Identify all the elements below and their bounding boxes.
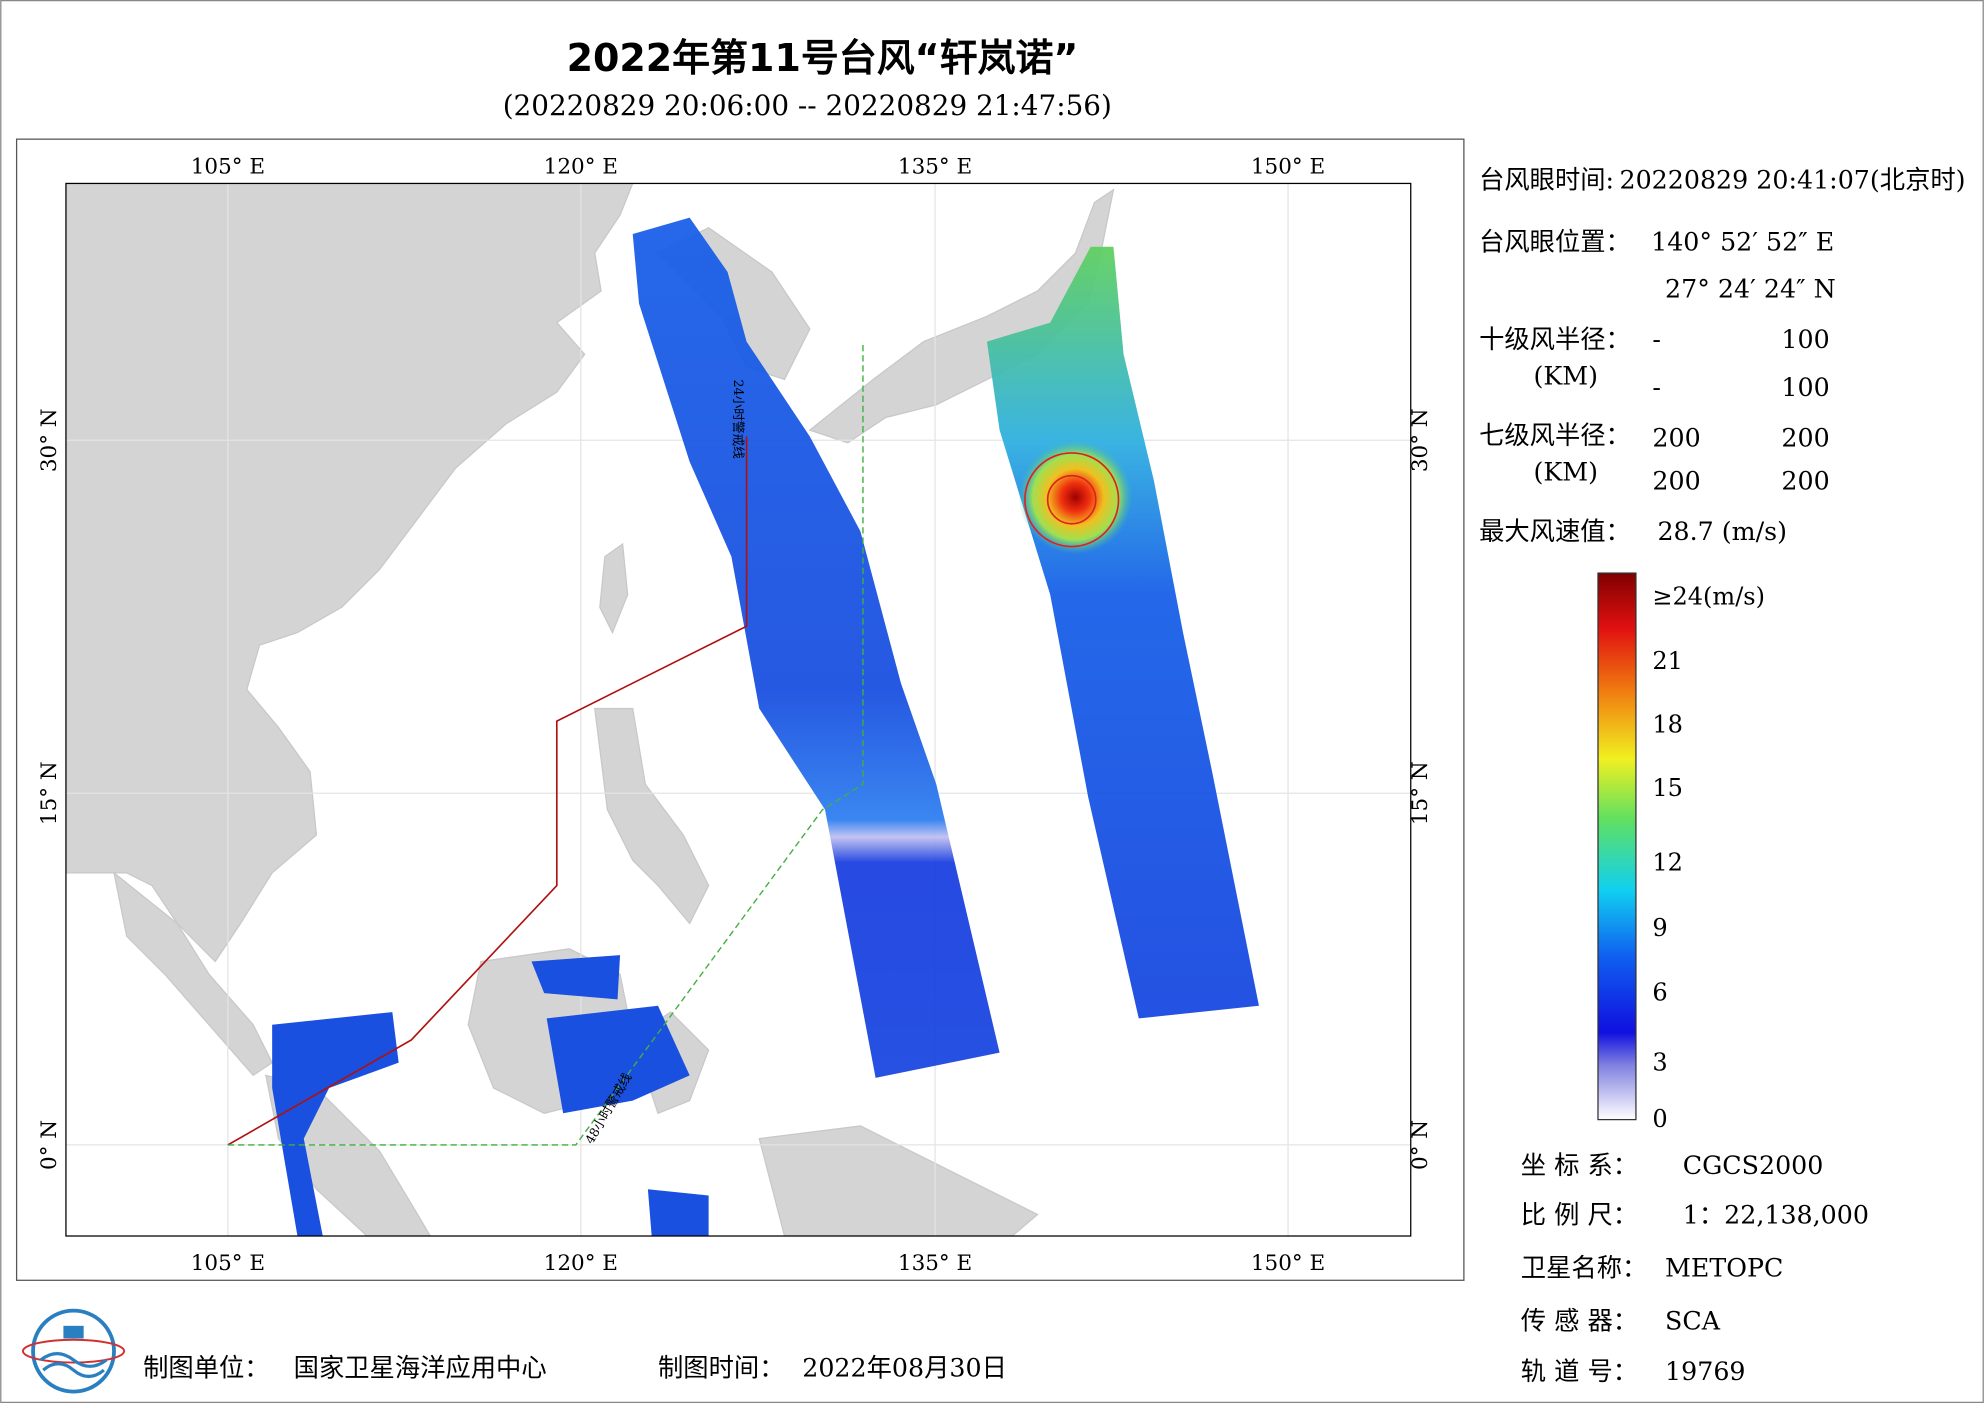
map: 24小时警戒线 48小时警戒线 xyxy=(65,183,1411,1237)
colorbar-label: 3 xyxy=(1652,1048,1667,1076)
colorbar-label: 6 xyxy=(1652,979,1667,1007)
info-value: 200 xyxy=(1652,424,1700,453)
logo-orbit xyxy=(21,1338,126,1364)
info-value: 27° 24′ 24″ N xyxy=(1665,274,1836,303)
lat-label: 30° N xyxy=(1408,408,1433,472)
lon-label: 120° E xyxy=(544,1251,618,1276)
lon-label: 120° E xyxy=(544,154,618,179)
swath-s1 xyxy=(531,955,621,1000)
meta: 坐 标 系： CGCS2000 比 例 尺： 1：22,138,000 卫星名称… xyxy=(1521,1151,1869,1386)
footer-value: 国家卫星海洋应用中心 xyxy=(294,1353,547,1382)
footer-label: 制图单位： xyxy=(143,1353,270,1382)
radius-7-circle xyxy=(1024,452,1120,548)
colorbar-label: 12 xyxy=(1652,848,1683,876)
info-label: 最大风速值： xyxy=(1479,517,1631,546)
meta-value: SCA xyxy=(1665,1307,1721,1336)
info-panel: 台风眼时间: 20220829 20:41:07(北京时) 台风眼位置： 140… xyxy=(1479,166,1965,547)
lon-label: 150° E xyxy=(1251,1251,1325,1276)
colorbar xyxy=(1597,572,1637,1121)
info-value: 140° 52′ 52″ E xyxy=(1651,227,1834,256)
meta-label: 坐 标 系： xyxy=(1521,1151,1638,1180)
swath-s2 xyxy=(546,1005,690,1114)
info-label: 台风眼位置： xyxy=(1479,227,1631,256)
asia-mainland xyxy=(65,183,634,963)
info-value: 200 xyxy=(1781,467,1829,496)
swath-s3 xyxy=(647,1189,709,1237)
malay-peninsula xyxy=(113,871,273,1077)
lon-label: 135° E xyxy=(898,154,972,179)
meta-value: 1：22,138,000 xyxy=(1683,1200,1869,1229)
map-frame xyxy=(15,138,1465,1281)
subtitle: (20220829 20:06:00 -- 20220829 21:47:56) xyxy=(503,89,1112,122)
swath-east xyxy=(986,246,1259,1019)
lat-label: 15° N xyxy=(1408,761,1433,825)
logo-waves xyxy=(39,1352,108,1379)
lon-label: 105° E xyxy=(191,154,265,179)
lat-label: 30° N xyxy=(37,408,62,472)
line-label: 24小时警戒线 xyxy=(731,380,746,460)
colorbar-label: 15 xyxy=(1652,774,1683,802)
colorbar-label: 9 xyxy=(1652,914,1667,942)
lat-label: 0° N xyxy=(37,1120,62,1170)
colorbar-label: 21 xyxy=(1652,647,1683,675)
info-value: 28.7 (m/s) xyxy=(1657,517,1787,546)
typhoon-core xyxy=(1018,440,1133,555)
info-unit: (KM) xyxy=(1533,458,1598,487)
logo-satellite xyxy=(63,1325,84,1339)
lon-label: 105° E xyxy=(191,1251,265,1276)
graticule xyxy=(65,183,1411,1237)
lat-label: 15° N xyxy=(37,761,62,825)
info-label: 七级风半径： xyxy=(1479,421,1631,450)
logo-ring xyxy=(31,1308,116,1394)
lon-label: 135° E xyxy=(898,1251,972,1276)
info-value: 20220829 20:41:07(北京时) xyxy=(1619,166,1965,195)
warning-line-48h xyxy=(227,344,864,1146)
radius-10-circle xyxy=(1046,474,1097,525)
info-label: 台风眼时间: xyxy=(1479,166,1614,195)
swath-sw xyxy=(272,1012,399,1237)
info-value: 100 xyxy=(1781,373,1829,402)
meta-label: 比 例 尺： xyxy=(1521,1200,1638,1229)
philippines xyxy=(594,707,710,925)
axis-labels: 105° E 120° E 135° E 150° E 105° E 120° … xyxy=(37,154,1433,1276)
meta-value: 19769 xyxy=(1665,1357,1745,1386)
info-label: 十级风半径： xyxy=(1479,325,1631,354)
logo xyxy=(21,1308,126,1394)
info-value: 200 xyxy=(1781,424,1829,453)
meta-value: METOPC xyxy=(1665,1253,1783,1282)
meta-label: 轨 道 号： xyxy=(1521,1357,1638,1386)
lon-label: 150° E xyxy=(1251,154,1325,179)
info-unit: (KM) xyxy=(1533,362,1598,391)
footer: 制图单位： 国家卫星海洋应用中心 制图时间： 2022年08月30日 xyxy=(143,1353,1007,1382)
info-value: - xyxy=(1652,325,1661,354)
title: 2022年第11号台风“轩岚诺” xyxy=(567,36,1079,80)
japan xyxy=(808,188,1115,444)
lat-label: 0° N xyxy=(1408,1120,1433,1170)
taiwan xyxy=(599,542,629,635)
info-value: 200 xyxy=(1652,467,1700,496)
colorbar-label: ≥24(m/s) xyxy=(1652,583,1765,611)
colorbar-label: 0 xyxy=(1652,1105,1667,1133)
new-guinea xyxy=(758,1125,1039,1237)
footer-label: 制图时间： xyxy=(658,1353,785,1382)
swath-west xyxy=(632,217,1000,1078)
colorbar-label: 18 xyxy=(1652,710,1683,738)
map-border xyxy=(65,182,1412,1237)
footer-value: 2022年08月30日 xyxy=(802,1353,1007,1382)
meta-value: CGCS2000 xyxy=(1683,1151,1824,1180)
info-value: 100 xyxy=(1781,325,1829,354)
meta-label: 卫星名称： xyxy=(1521,1253,1648,1282)
meta-label: 传 感 器： xyxy=(1521,1307,1638,1336)
warning-line-24h xyxy=(227,436,748,1146)
info-value: - xyxy=(1652,373,1661,402)
colorbar-labels: ≥24(m/s) 21 18 15 12 9 6 3 0 xyxy=(1652,583,1765,1133)
